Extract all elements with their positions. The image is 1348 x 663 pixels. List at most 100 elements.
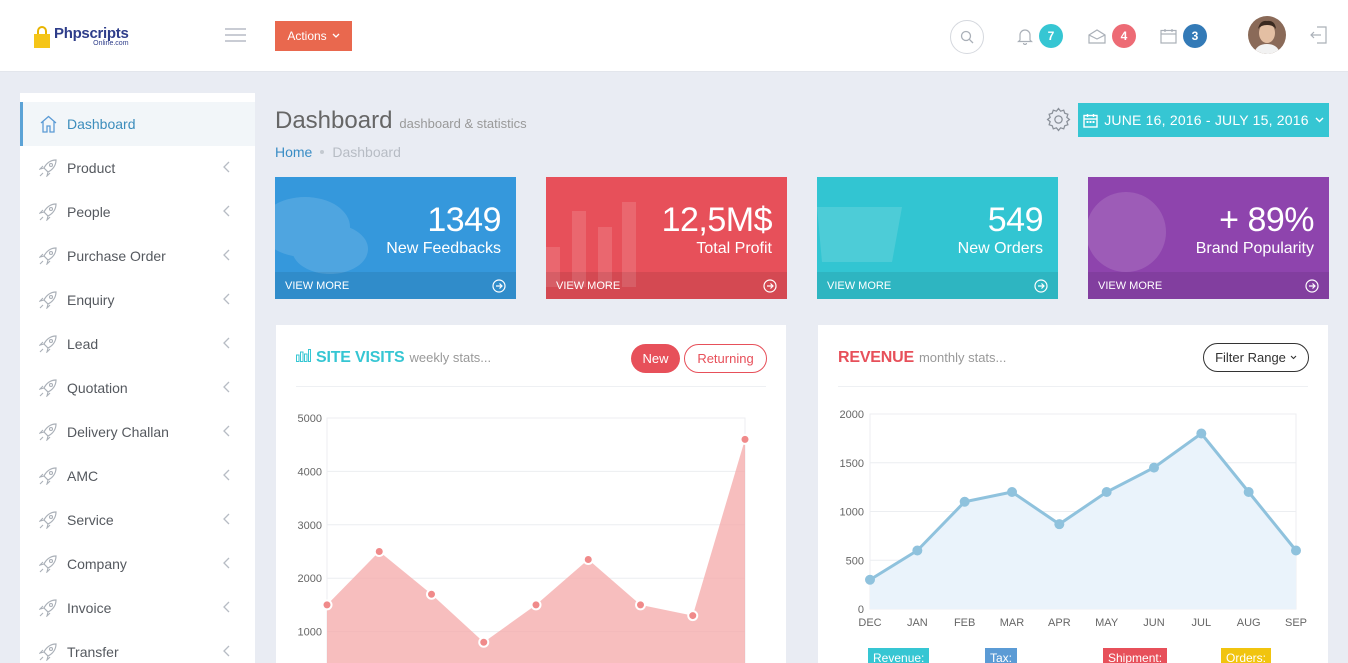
data-point[interactable] <box>478 636 490 648</box>
notifications-button[interactable]: 7 <box>1017 24 1063 48</box>
y-tick-label: 4000 <box>298 466 322 478</box>
arrow-circle-right-icon <box>492 278 506 293</box>
data-point[interactable] <box>1054 519 1065 530</box>
chevron-left-icon <box>223 513 230 525</box>
data-point[interactable] <box>912 545 923 556</box>
page-subtitle: dashboard & statistics <box>399 116 527 131</box>
breadcrumb-home-link[interactable]: Home <box>275 144 313 160</box>
line-series <box>869 431 1298 582</box>
chevron-left-icon <box>223 161 230 173</box>
legend-item: Tax: <box>985 648 1018 663</box>
area-fill <box>870 433 1296 609</box>
sidebar-item-lead[interactable]: Lead <box>20 322 255 366</box>
data-point[interactable] <box>739 433 751 445</box>
user-avatar[interactable] <box>1248 16 1286 54</box>
sidebar-item-service[interactable]: Service <box>20 498 255 542</box>
rocket-icon <box>39 599 57 617</box>
data-point[interactable] <box>1101 487 1112 497</box>
menu-toggle-icon[interactable] <box>225 28 246 42</box>
globe-icon <box>1088 192 1166 272</box>
view-more-link[interactable]: VIEW MORE <box>546 272 787 299</box>
rocket-icon <box>39 291 57 309</box>
data-point[interactable] <box>865 574 875 585</box>
sidebar-item-amc[interactable]: AMC <box>20 454 255 498</box>
sidebar-item-company[interactable]: Company <box>20 542 255 586</box>
data-point[interactable] <box>1007 487 1017 497</box>
rocket-icon <box>39 467 57 485</box>
data-point[interactable] <box>1243 487 1254 497</box>
search-button[interactable] <box>950 20 984 54</box>
sidebar-item-transfer[interactable]: Transfer <box>20 630 255 663</box>
data-point[interactable] <box>959 496 970 507</box>
logo[interactable]: Phpscripts Online.com <box>33 26 129 48</box>
y-tick-label: 1500 <box>840 458 864 470</box>
y-tick-label: 0 <box>858 604 864 616</box>
view-more-label: VIEW MORE <box>285 279 350 292</box>
chevron-left-icon <box>223 645 230 657</box>
rocket-icon <box>39 379 57 397</box>
stat-number: + 89% <box>1219 201 1314 239</box>
sidebar-item-label: AMC <box>67 468 99 484</box>
search-icon <box>960 30 974 44</box>
stat-label: New Feedbacks <box>386 240 501 257</box>
sidebar-item-product[interactable]: Product <box>20 146 255 190</box>
data-point[interactable] <box>1149 462 1159 473</box>
tasks-button[interactable]: 3 <box>1160 24 1207 48</box>
inbox-button[interactable]: 4 <box>1088 24 1136 48</box>
data-point[interactable] <box>530 599 542 611</box>
data-point[interactable] <box>373 546 385 557</box>
returning-toggle-button[interactable]: Returning <box>684 344 767 373</box>
arrow-circle-right-icon <box>1305 278 1319 293</box>
site-visits-panel: SITE VISITS weekly stats... New Returnin… <box>276 325 786 663</box>
sidebar-item-people[interactable]: People <box>20 190 255 234</box>
data-point[interactable] <box>635 599 646 611</box>
sidebar-item-delivery-challan[interactable]: Delivery Challan <box>20 410 255 454</box>
data-point[interactable] <box>321 599 333 611</box>
filter-range-dropdown[interactable]: Filter Range <box>1203 343 1309 372</box>
notifications-badge: 7 <box>1039 24 1063 48</box>
stat-label: New Orders <box>957 240 1043 257</box>
data-point[interactable] <box>1291 545 1301 556</box>
logo-subtext: Online.com <box>93 40 129 47</box>
new-toggle-button[interactable]: New <box>631 344 680 373</box>
view-more-link[interactable]: VIEW MORE <box>817 272 1058 299</box>
sidebar-item-purchase-order[interactable]: Purchase Order <box>20 234 255 278</box>
sidebar-item-label: Product <box>67 160 116 176</box>
revenue-panel: REVENUE monthly stats... Filter Range 0 5… <box>818 325 1328 663</box>
rocket-icon <box>39 643 57 661</box>
shopping-cart-icon <box>817 207 902 262</box>
sidebar-item-quotation[interactable]: Quotation <box>20 366 255 410</box>
view-more-label: VIEW MORE <box>556 279 621 292</box>
avatar-image <box>1248 16 1286 54</box>
sidebar-item-dashboard[interactable]: Dashboard <box>20 102 255 146</box>
view-more-link[interactable]: VIEW MORE <box>1088 272 1329 299</box>
rocket-icon <box>39 511 57 529</box>
comments-icon <box>275 197 368 274</box>
sidebar-item-enquiry[interactable]: Enquiry <box>20 278 255 322</box>
chevron-left-icon <box>223 601 230 613</box>
area-series <box>327 439 745 663</box>
actions-button[interactable]: Actions <box>275 21 352 51</box>
panel-title: SITE VISITS weekly stats... <box>296 349 491 367</box>
sidebar-item-label: Invoice <box>67 600 112 616</box>
shopping-bag-icon <box>34 26 50 48</box>
envelope-open-icon <box>1088 29 1106 44</box>
sidebar-item-invoice[interactable]: Invoice <box>20 586 255 630</box>
chevron-left-icon <box>223 205 230 217</box>
inbox-badge: 4 <box>1112 24 1136 48</box>
logout-button[interactable] <box>1310 26 1328 49</box>
data-point[interactable] <box>426 588 437 600</box>
panel-title: REVENUE monthly stats... <box>838 349 1006 367</box>
data-point[interactable] <box>582 554 594 566</box>
date-range-picker[interactable]: JUNE 16, 2016 - JULY 15, 2016 <box>1078 103 1329 137</box>
sidebar-item-label: Enquiry <box>67 292 115 308</box>
y-tick-label: 2000 <box>298 573 322 585</box>
chevron-left-icon <box>223 425 230 437</box>
data-point[interactable] <box>687 610 699 622</box>
rocket-icon <box>39 335 57 353</box>
settings-button[interactable] <box>1046 107 1071 137</box>
data-point[interactable] <box>1196 428 1207 439</box>
home-icon <box>40 115 56 133</box>
stat-number: 12,5M$ <box>661 201 773 239</box>
view-more-link[interactable]: VIEW MORE <box>275 272 516 299</box>
